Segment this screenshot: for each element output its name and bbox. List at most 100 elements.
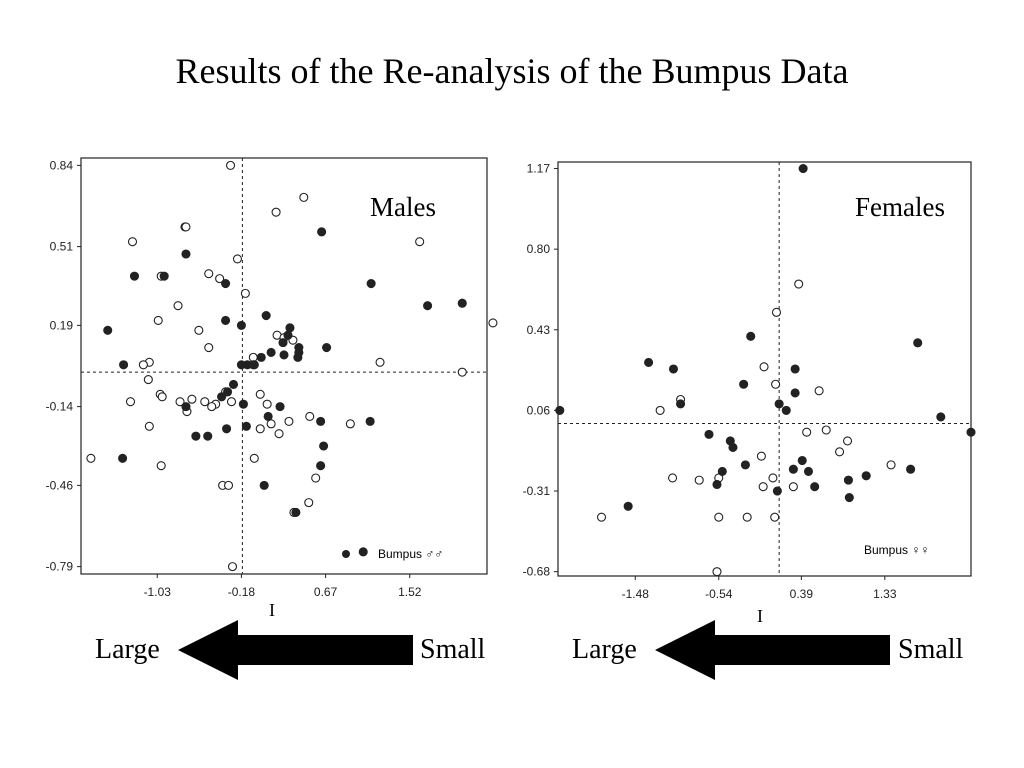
open-data-point (173, 301, 183, 311)
filled-data-point (788, 464, 798, 474)
filled-data-point (119, 360, 129, 370)
open-data-point (768, 473, 778, 483)
filled-data-point (236, 320, 246, 330)
open-data-point (138, 360, 148, 370)
open-data-point (759, 362, 769, 372)
filled-data-point (936, 412, 946, 422)
open-data-point (249, 453, 259, 463)
filled-data-point (906, 464, 916, 474)
data-points (86, 160, 498, 572)
y-tick-label: -0.79 (46, 560, 74, 574)
filled-data-point (623, 501, 633, 511)
open-data-point (770, 512, 780, 522)
open-data-point (742, 512, 752, 522)
open-data-point (299, 192, 309, 202)
y-tick-label: 0.43 (527, 323, 551, 337)
filled-data-point (790, 364, 800, 374)
open-data-point (194, 325, 204, 335)
y-tick-label: -0.46 (46, 478, 74, 492)
filled-data-point (555, 405, 565, 415)
open-data-point (215, 274, 225, 284)
open-data-point (127, 237, 138, 247)
open-data-point (814, 386, 824, 396)
filled-data-point (221, 278, 231, 289)
open-data-point (771, 307, 782, 317)
filled-data-point (739, 379, 749, 389)
filled-data-point (668, 364, 679, 374)
y-tick-labels: 1.17 0.80 0.43 0.06 -0.31 -0.68 (523, 162, 558, 579)
filled-data-point (181, 249, 191, 259)
y-tick-label: 0.51 (50, 240, 74, 254)
x-tick-label: 0.67 (314, 585, 338, 599)
filled-data-point (358, 547, 368, 557)
filled-data-point (259, 480, 269, 490)
filled-data-point (844, 493, 854, 503)
open-data-point (143, 374, 153, 385)
filled-data-point (457, 298, 467, 308)
legend-label: Bumpus ♂♂ (378, 547, 443, 561)
filled-data-point (191, 431, 201, 441)
filled-data-point (241, 421, 251, 431)
open-data-point (204, 269, 214, 279)
panel-label: Females (855, 192, 945, 222)
filled-data-point (217, 392, 227, 402)
large-label: Large (572, 634, 637, 665)
open-data-point (226, 397, 237, 407)
filled-data-point (728, 442, 738, 452)
open-data-point (668, 473, 678, 483)
open-data-point (821, 425, 831, 435)
open-data-point (181, 222, 191, 232)
filled-data-point (279, 350, 289, 360)
direction-arrow (655, 620, 890, 680)
filled-data-point (222, 424, 232, 434)
plot-frame (80, 157, 488, 575)
open-data-point (223, 480, 234, 490)
open-data-point (187, 394, 197, 404)
open-data-point (240, 288, 250, 298)
slide-title: Results of the Re-analysis of the Bumpus… (175, 51, 849, 91)
open-data-point (375, 357, 385, 367)
open-data-point (794, 279, 804, 289)
plot-frame (557, 161, 972, 577)
open-data-point (758, 482, 768, 492)
open-data-point (248, 352, 258, 362)
large-label: Large (95, 634, 160, 665)
reference-lines (81, 158, 487, 574)
filled-data-point (285, 323, 295, 333)
filled-data-point (263, 411, 273, 422)
open-data-point (274, 429, 284, 439)
filled-data-point (238, 399, 248, 409)
open-data-point (262, 399, 272, 409)
open-data-point (311, 473, 321, 483)
open-data-point (304, 498, 314, 508)
filled-data-point (966, 427, 976, 437)
filled-data-point (159, 271, 169, 281)
filled-data-point (283, 330, 293, 340)
open-data-point (488, 318, 498, 328)
direction-arrow (178, 620, 413, 680)
x-tick-label: -1.03 (144, 585, 172, 599)
filled-data-point (316, 461, 326, 471)
open-data-point (771, 379, 781, 389)
x-tick-label: -0.54 (705, 587, 733, 601)
y-tick-label: -0.31 (523, 484, 551, 498)
y-tick-label: 0.19 (50, 318, 74, 332)
filled-data-point (322, 342, 332, 353)
filled-data-point (181, 402, 191, 412)
x-tick-labels: -1.48 -0.54 0.39 1.33 (622, 576, 897, 601)
open-data-point (225, 160, 236, 170)
filled-data-point (278, 338, 288, 348)
open-data-point (153, 315, 163, 326)
open-data-point (86, 453, 96, 463)
open-data-point (415, 237, 425, 247)
x-tick-label: 0.39 (790, 587, 814, 601)
open-data-point (694, 475, 704, 485)
filled-data-point (261, 310, 271, 321)
y-tick-label: -0.68 (523, 565, 551, 579)
filled-data-point (242, 360, 252, 370)
filled-data-point (712, 479, 722, 490)
data-points (555, 163, 976, 577)
small-label: Small (420, 634, 486, 665)
filled-data-point (740, 460, 750, 470)
open-data-point (714, 512, 724, 522)
